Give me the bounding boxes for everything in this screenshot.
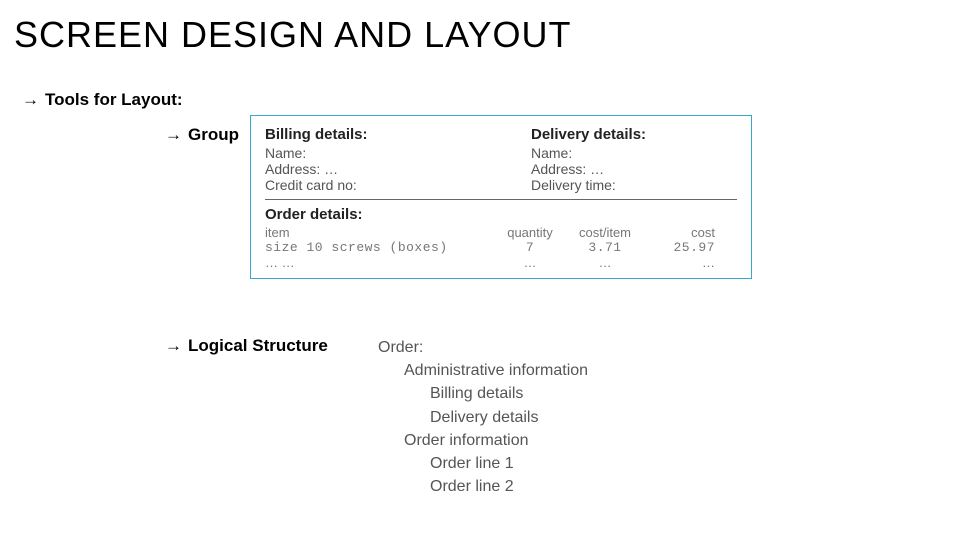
logical-l2-billing: Billing details: [378, 382, 588, 405]
delivery-address-label: Address: …: [531, 161, 737, 177]
order-table-header: item quantity cost/item cost: [265, 225, 737, 240]
logical-l2-delivery: Delivery details: [378, 406, 588, 429]
logical-l1-orderinfo: Order information: [378, 429, 588, 452]
delivery-time-label: Delivery time:: [531, 177, 737, 193]
col-item: item: [265, 225, 495, 240]
details-panel: Billing details: Name: Address: … Credit…: [250, 115, 752, 279]
order-table: item quantity cost/item cost size 10 scr…: [265, 225, 737, 270]
billing-heading: Billing details:: [265, 126, 471, 143]
cell-cpi: …: [565, 255, 645, 270]
col-cost: cost: [645, 225, 715, 240]
logical-l2-line2: Order line 2: [378, 475, 588, 498]
cell-qty: 7: [495, 240, 565, 255]
logical-l0: Order:: [378, 336, 588, 359]
order-heading: Order details:: [265, 206, 737, 223]
billing-name-label: Name:: [265, 145, 471, 161]
panel-divider: [265, 199, 737, 200]
bullet-tools-label: Tools for Layout:: [45, 90, 183, 109]
table-row: size 10 screws (boxes) 7 3.71 25.97: [265, 240, 737, 255]
cell-cpi: 3.71: [565, 240, 645, 255]
delivery-name-label: Name:: [531, 145, 737, 161]
cell-item: size 10 screws (boxes): [265, 240, 495, 255]
bullet-logical-label: Logical Structure: [188, 336, 328, 355]
bullet-group: → Group: [165, 125, 239, 145]
bullet-tools: → Tools for Layout:: [22, 90, 183, 110]
logical-l1-admin: Administrative information: [378, 359, 588, 382]
col-cpi: cost/item: [565, 225, 645, 240]
billing-cc-label: Credit card no:: [265, 177, 471, 193]
logical-l2-line1: Order line 1: [378, 452, 588, 475]
table-row: … … … … …: [265, 255, 737, 270]
billing-address-label: Address: …: [265, 161, 471, 177]
delivery-heading: Delivery details:: [531, 126, 737, 143]
cell-item: … …: [265, 255, 495, 270]
billing-delivery-row: Billing details: Name: Address: … Credit…: [265, 126, 737, 193]
cell-qty: …: [495, 255, 565, 270]
col-qty: quantity: [495, 225, 565, 240]
cell-cost: 25.97: [645, 240, 715, 255]
billing-column: Billing details: Name: Address: … Credit…: [265, 126, 471, 193]
arrow-icon: →: [22, 90, 39, 110]
delivery-column: Delivery details: Name: Address: … Deliv…: [531, 126, 737, 193]
cell-cost: …: [645, 255, 715, 270]
arrow-icon: →: [165, 336, 182, 356]
bullet-group-label: Group: [188, 125, 239, 144]
arrow-icon: →: [165, 125, 182, 145]
bullet-logical: → Logical Structure: [165, 336, 328, 356]
page-title: SCREEN DESIGN AND LAYOUT: [14, 14, 571, 56]
logical-structure-block: Order: Administrative information Billin…: [378, 336, 588, 498]
